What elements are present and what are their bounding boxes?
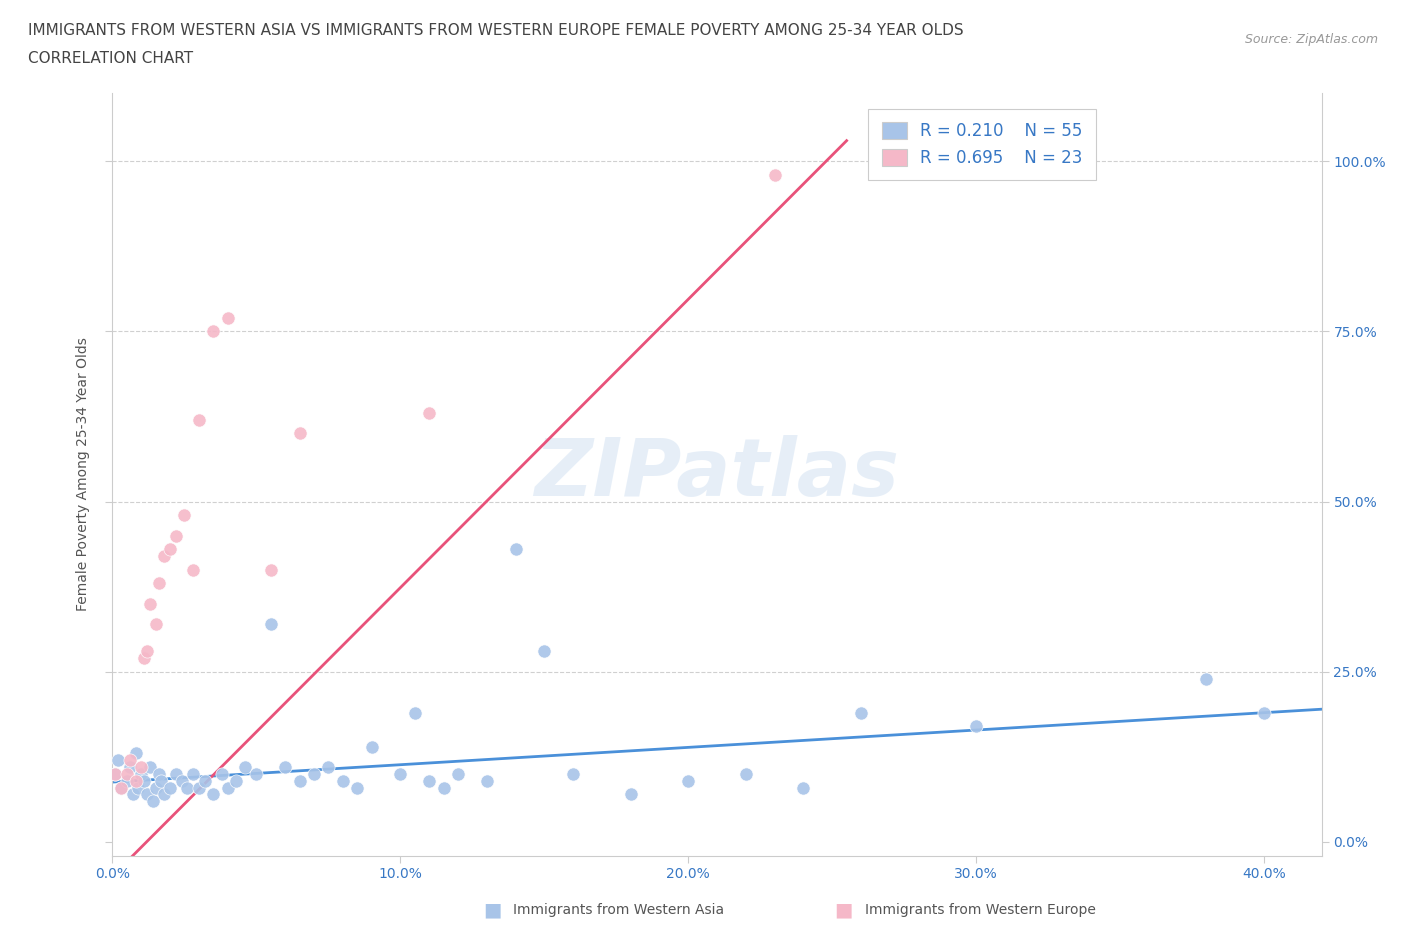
Point bbox=[134, 773, 156, 788]
Point bbox=[181, 766, 204, 781]
Point bbox=[187, 780, 209, 795]
Point bbox=[318, 760, 340, 775]
Point bbox=[447, 766, 470, 781]
Text: ZIPatlas: ZIPatlas bbox=[534, 435, 900, 513]
Point bbox=[121, 787, 143, 802]
Point bbox=[107, 753, 129, 768]
Point bbox=[170, 773, 193, 788]
Point bbox=[678, 773, 700, 788]
Point bbox=[129, 760, 152, 775]
Point bbox=[115, 766, 138, 781]
Point bbox=[181, 562, 204, 577]
Point bbox=[145, 780, 167, 795]
Point bbox=[118, 753, 141, 768]
Point bbox=[792, 780, 814, 795]
Point bbox=[965, 719, 987, 734]
Point bbox=[110, 780, 132, 795]
Point bbox=[260, 617, 283, 631]
Point bbox=[763, 167, 786, 182]
Y-axis label: Female Poverty Among 25-34 Year Olds: Female Poverty Among 25-34 Year Olds bbox=[76, 338, 90, 611]
Point bbox=[389, 766, 412, 781]
Point bbox=[165, 766, 187, 781]
Text: ■: ■ bbox=[834, 900, 853, 919]
Point bbox=[505, 542, 527, 557]
Point bbox=[104, 766, 127, 781]
Point bbox=[139, 596, 162, 611]
Point bbox=[260, 562, 283, 577]
Point bbox=[274, 760, 297, 775]
Point bbox=[233, 760, 256, 775]
Point bbox=[124, 773, 146, 788]
Point bbox=[115, 773, 138, 788]
Point bbox=[150, 773, 173, 788]
Point bbox=[418, 405, 440, 420]
Point bbox=[173, 508, 195, 523]
Point bbox=[176, 780, 198, 795]
Point bbox=[302, 766, 325, 781]
Text: ■: ■ bbox=[482, 900, 502, 919]
Point bbox=[418, 773, 440, 788]
Point bbox=[118, 760, 141, 775]
Point bbox=[360, 739, 382, 754]
Point bbox=[159, 780, 181, 795]
Point bbox=[1253, 705, 1275, 720]
Point bbox=[225, 773, 247, 788]
Point bbox=[217, 311, 239, 325]
Point bbox=[211, 766, 233, 781]
Point bbox=[127, 780, 149, 795]
Point bbox=[533, 644, 555, 658]
Point bbox=[159, 542, 181, 557]
Point bbox=[136, 644, 159, 658]
Point bbox=[139, 760, 162, 775]
Text: Source: ZipAtlas.com: Source: ZipAtlas.com bbox=[1244, 33, 1378, 46]
Point bbox=[145, 617, 167, 631]
Point bbox=[165, 528, 187, 543]
Text: Immigrants from Western Asia: Immigrants from Western Asia bbox=[513, 902, 724, 917]
Point bbox=[288, 426, 311, 441]
Point bbox=[136, 787, 159, 802]
Point bbox=[104, 766, 127, 781]
Text: Immigrants from Western Europe: Immigrants from Western Europe bbox=[865, 902, 1095, 917]
Point bbox=[562, 766, 585, 781]
Point bbox=[124, 746, 146, 761]
Point bbox=[245, 766, 267, 781]
Point bbox=[148, 766, 170, 781]
Point bbox=[194, 773, 217, 788]
Point bbox=[217, 780, 239, 795]
Point bbox=[288, 773, 311, 788]
Point bbox=[734, 766, 756, 781]
Point bbox=[134, 651, 156, 666]
Point bbox=[332, 773, 354, 788]
Point bbox=[1195, 671, 1218, 686]
Point bbox=[110, 780, 132, 795]
Point bbox=[148, 576, 170, 591]
Point bbox=[475, 773, 498, 788]
Point bbox=[346, 780, 368, 795]
Point bbox=[849, 705, 872, 720]
Text: IMMIGRANTS FROM WESTERN ASIA VS IMMIGRANTS FROM WESTERN EUROPE FEMALE POVERTY AM: IMMIGRANTS FROM WESTERN ASIA VS IMMIGRAN… bbox=[28, 23, 963, 38]
Point bbox=[142, 793, 165, 808]
Point bbox=[153, 549, 176, 564]
Point bbox=[187, 412, 209, 427]
Point bbox=[620, 787, 643, 802]
Point bbox=[202, 787, 225, 802]
Point bbox=[153, 787, 176, 802]
Point bbox=[432, 780, 454, 795]
Point bbox=[404, 705, 426, 720]
Text: CORRELATION CHART: CORRELATION CHART bbox=[28, 51, 193, 66]
Point bbox=[202, 324, 225, 339]
Legend: R = 0.210    N = 55, R = 0.695    N = 23: R = 0.210 N = 55, R = 0.695 N = 23 bbox=[869, 109, 1095, 180]
Point bbox=[129, 766, 152, 781]
